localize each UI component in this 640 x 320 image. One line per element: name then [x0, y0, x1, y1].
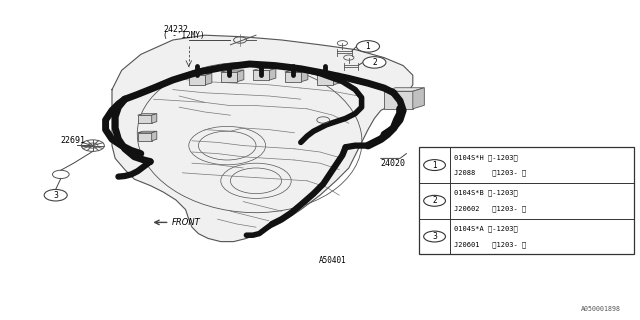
Polygon shape — [269, 68, 276, 80]
Circle shape — [363, 57, 386, 68]
Text: 24232: 24232 — [163, 25, 188, 34]
Polygon shape — [221, 72, 237, 82]
Polygon shape — [285, 70, 308, 72]
Polygon shape — [285, 72, 301, 82]
Text: J20601   （1203- ）: J20601 （1203- ） — [454, 241, 527, 248]
Text: 22691: 22691 — [61, 136, 86, 145]
Polygon shape — [205, 73, 212, 85]
Polygon shape — [221, 70, 244, 72]
Text: A050001898: A050001898 — [581, 306, 621, 312]
Text: 0104S*A （-1203）: 0104S*A （-1203） — [454, 225, 518, 232]
Text: 2: 2 — [372, 58, 377, 67]
Polygon shape — [317, 73, 340, 75]
Polygon shape — [413, 88, 424, 109]
Text: 1: 1 — [365, 42, 371, 51]
Text: 24020: 24020 — [381, 159, 406, 168]
Text: A50401: A50401 — [319, 256, 347, 265]
Circle shape — [424, 231, 445, 242]
Polygon shape — [384, 91, 413, 109]
Polygon shape — [253, 70, 269, 80]
Polygon shape — [237, 70, 244, 82]
Polygon shape — [138, 114, 157, 115]
Text: 3: 3 — [432, 232, 437, 241]
Polygon shape — [138, 131, 157, 133]
Text: 2: 2 — [432, 196, 437, 205]
Text: 3: 3 — [53, 191, 58, 200]
Text: 1: 1 — [432, 161, 437, 170]
Polygon shape — [138, 115, 152, 123]
Text: 0104S*B （-1203）: 0104S*B （-1203） — [454, 190, 518, 196]
Circle shape — [44, 189, 67, 201]
Polygon shape — [189, 75, 205, 85]
Polygon shape — [333, 73, 340, 85]
Polygon shape — [301, 70, 308, 82]
Text: ( -'12MY): ( -'12MY) — [163, 31, 205, 40]
Circle shape — [356, 41, 380, 52]
Text: FRONT: FRONT — [172, 218, 200, 227]
Polygon shape — [317, 75, 333, 85]
Text: 0104S*H （-1203）: 0104S*H （-1203） — [454, 154, 518, 161]
Text: J20602   （1203- ）: J20602 （1203- ） — [454, 205, 527, 212]
Circle shape — [424, 160, 445, 171]
Circle shape — [424, 195, 445, 206]
Polygon shape — [112, 35, 413, 242]
Text: J2088    （1203- ）: J2088 （1203- ） — [454, 170, 527, 176]
Polygon shape — [384, 88, 424, 91]
Polygon shape — [138, 133, 152, 141]
Polygon shape — [253, 68, 276, 70]
Polygon shape — [189, 73, 212, 75]
Polygon shape — [152, 114, 157, 123]
FancyBboxPatch shape — [419, 147, 634, 254]
Polygon shape — [152, 131, 157, 141]
